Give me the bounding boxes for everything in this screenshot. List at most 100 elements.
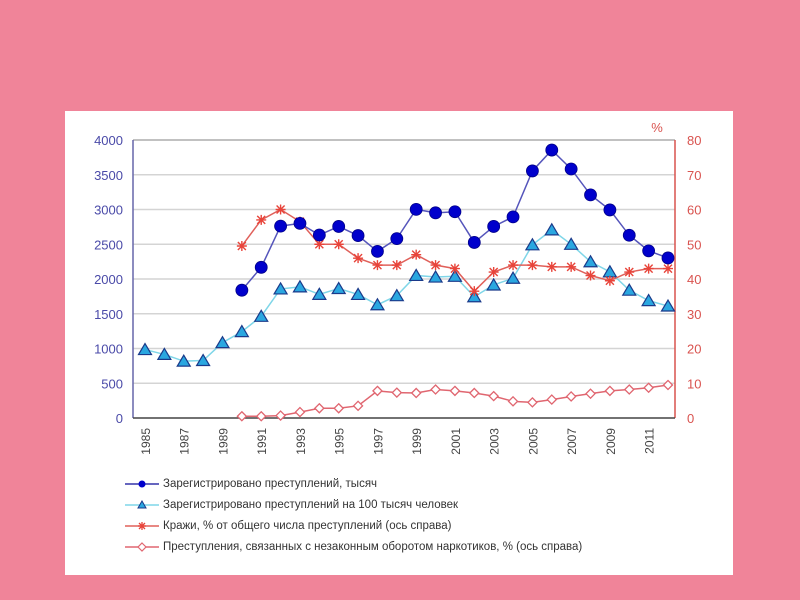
legend: Зарегистрировано преступлений, тысяч Зар… — [125, 473, 582, 557]
data-point — [447, 269, 463, 282]
data-point — [449, 385, 461, 397]
legend-marker — [138, 480, 146, 487]
data-point — [604, 385, 616, 397]
data-point — [505, 271, 521, 284]
data-point — [643, 263, 654, 274]
data-point — [312, 228, 326, 242]
data-point — [565, 391, 577, 402]
data-point — [662, 379, 674, 391]
data-point — [486, 277, 502, 291]
data-point — [293, 217, 307, 230]
data-point — [623, 384, 635, 395]
legend-item: Зарегистрировано преступлений, тысяч — [125, 473, 582, 494]
data-point — [255, 410, 267, 422]
data-point — [544, 222, 560, 236]
data-point — [372, 385, 383, 397]
series-triangle — [137, 222, 676, 367]
legend-label: Кражи, % от общего числа преступлений (о… — [163, 519, 452, 532]
data-point — [350, 287, 366, 301]
data-point — [563, 237, 579, 250]
y2-tick-label: 40 — [687, 272, 701, 287]
y2-tick-label: 80 — [687, 133, 701, 148]
x-tick-label: 1995 — [333, 428, 347, 455]
data-point — [624, 267, 635, 278]
y2-tick-label: 10 — [687, 376, 701, 391]
data-point — [236, 240, 247, 251]
legend-marker — [138, 521, 146, 530]
data-point — [602, 264, 618, 278]
data-point — [411, 249, 422, 260]
y-tick-label: 2000 — [94, 272, 123, 287]
data-point — [292, 279, 308, 293]
data-point — [526, 396, 538, 408]
data-point — [313, 402, 325, 414]
data-point — [235, 283, 249, 297]
data-point — [353, 253, 364, 264]
x-tick-label: 1999 — [410, 428, 424, 455]
x-tick-label: 1997 — [371, 428, 385, 455]
data-point — [621, 283, 637, 296]
data-point — [253, 309, 269, 322]
y-tick-label: 0 — [116, 411, 123, 426]
data-point — [429, 206, 442, 220]
data-point — [256, 214, 267, 225]
x-tick-label: 1985 — [139, 428, 153, 455]
x-tick-label: 2003 — [488, 428, 502, 455]
series-diamond — [236, 379, 674, 422]
series-line — [144, 228, 669, 362]
data-point — [389, 288, 405, 302]
legend-marker — [137, 499, 147, 508]
data-point — [331, 281, 347, 295]
data-point — [408, 268, 424, 282]
data-point — [641, 293, 657, 307]
legend-label: Зарегистрировано преступлений, тысяч — [163, 477, 378, 490]
data-point — [195, 353, 211, 367]
legend-item: Преступления, связанных с незаконным обо… — [125, 536, 582, 557]
data-point — [236, 410, 248, 422]
y2-tick-label: 30 — [687, 307, 701, 322]
data-point — [275, 410, 287, 421]
data-point — [661, 251, 675, 265]
data-point — [351, 229, 365, 242]
legend-label: Зарегистрировано преступлений на 100 тыс… — [163, 498, 459, 511]
y-tick-label: 3500 — [94, 168, 123, 183]
data-point — [390, 232, 404, 246]
data-point — [391, 260, 402, 271]
data-point — [507, 395, 519, 407]
legend-marker-star-icon — [125, 521, 159, 530]
data-point — [508, 260, 519, 271]
legend-marker-circle-icon — [125, 480, 159, 487]
data-point — [391, 387, 403, 399]
data-point — [506, 210, 520, 224]
data-point — [352, 400, 364, 412]
data-point — [409, 202, 423, 216]
y-tick-label: 3000 — [94, 203, 123, 218]
data-point — [527, 260, 538, 271]
data-point — [333, 239, 344, 250]
x-tick-label: 1989 — [216, 428, 230, 455]
series-circle — [235, 143, 675, 297]
legend-marker-triangle-icon — [125, 499, 159, 508]
data-point — [430, 384, 441, 395]
x-tick-label: 2005 — [526, 428, 540, 455]
legend-item: Кражи, % от общего числа преступлений (о… — [125, 515, 582, 536]
y2-tick-label: 60 — [687, 203, 701, 218]
data-point — [410, 387, 422, 399]
data-point — [369, 297, 385, 311]
legend-marker — [137, 541, 147, 552]
data-point — [526, 164, 539, 178]
y-tick-label: 2500 — [94, 237, 123, 252]
data-point — [428, 269, 444, 283]
data-point — [585, 270, 596, 281]
legend-item: Зарегистрировано преступлений на 100 тыс… — [125, 494, 582, 515]
data-point — [545, 143, 559, 157]
series-star — [236, 204, 673, 297]
x-tick-label: 1991 — [255, 428, 269, 455]
data-point — [603, 203, 617, 217]
y2-axis-label: % — [651, 120, 663, 135]
x-tick-label: 2011 — [643, 428, 657, 454]
data-point — [176, 353, 192, 367]
data-point — [467, 236, 481, 249]
data-point — [430, 260, 441, 271]
data-point — [274, 219, 287, 233]
